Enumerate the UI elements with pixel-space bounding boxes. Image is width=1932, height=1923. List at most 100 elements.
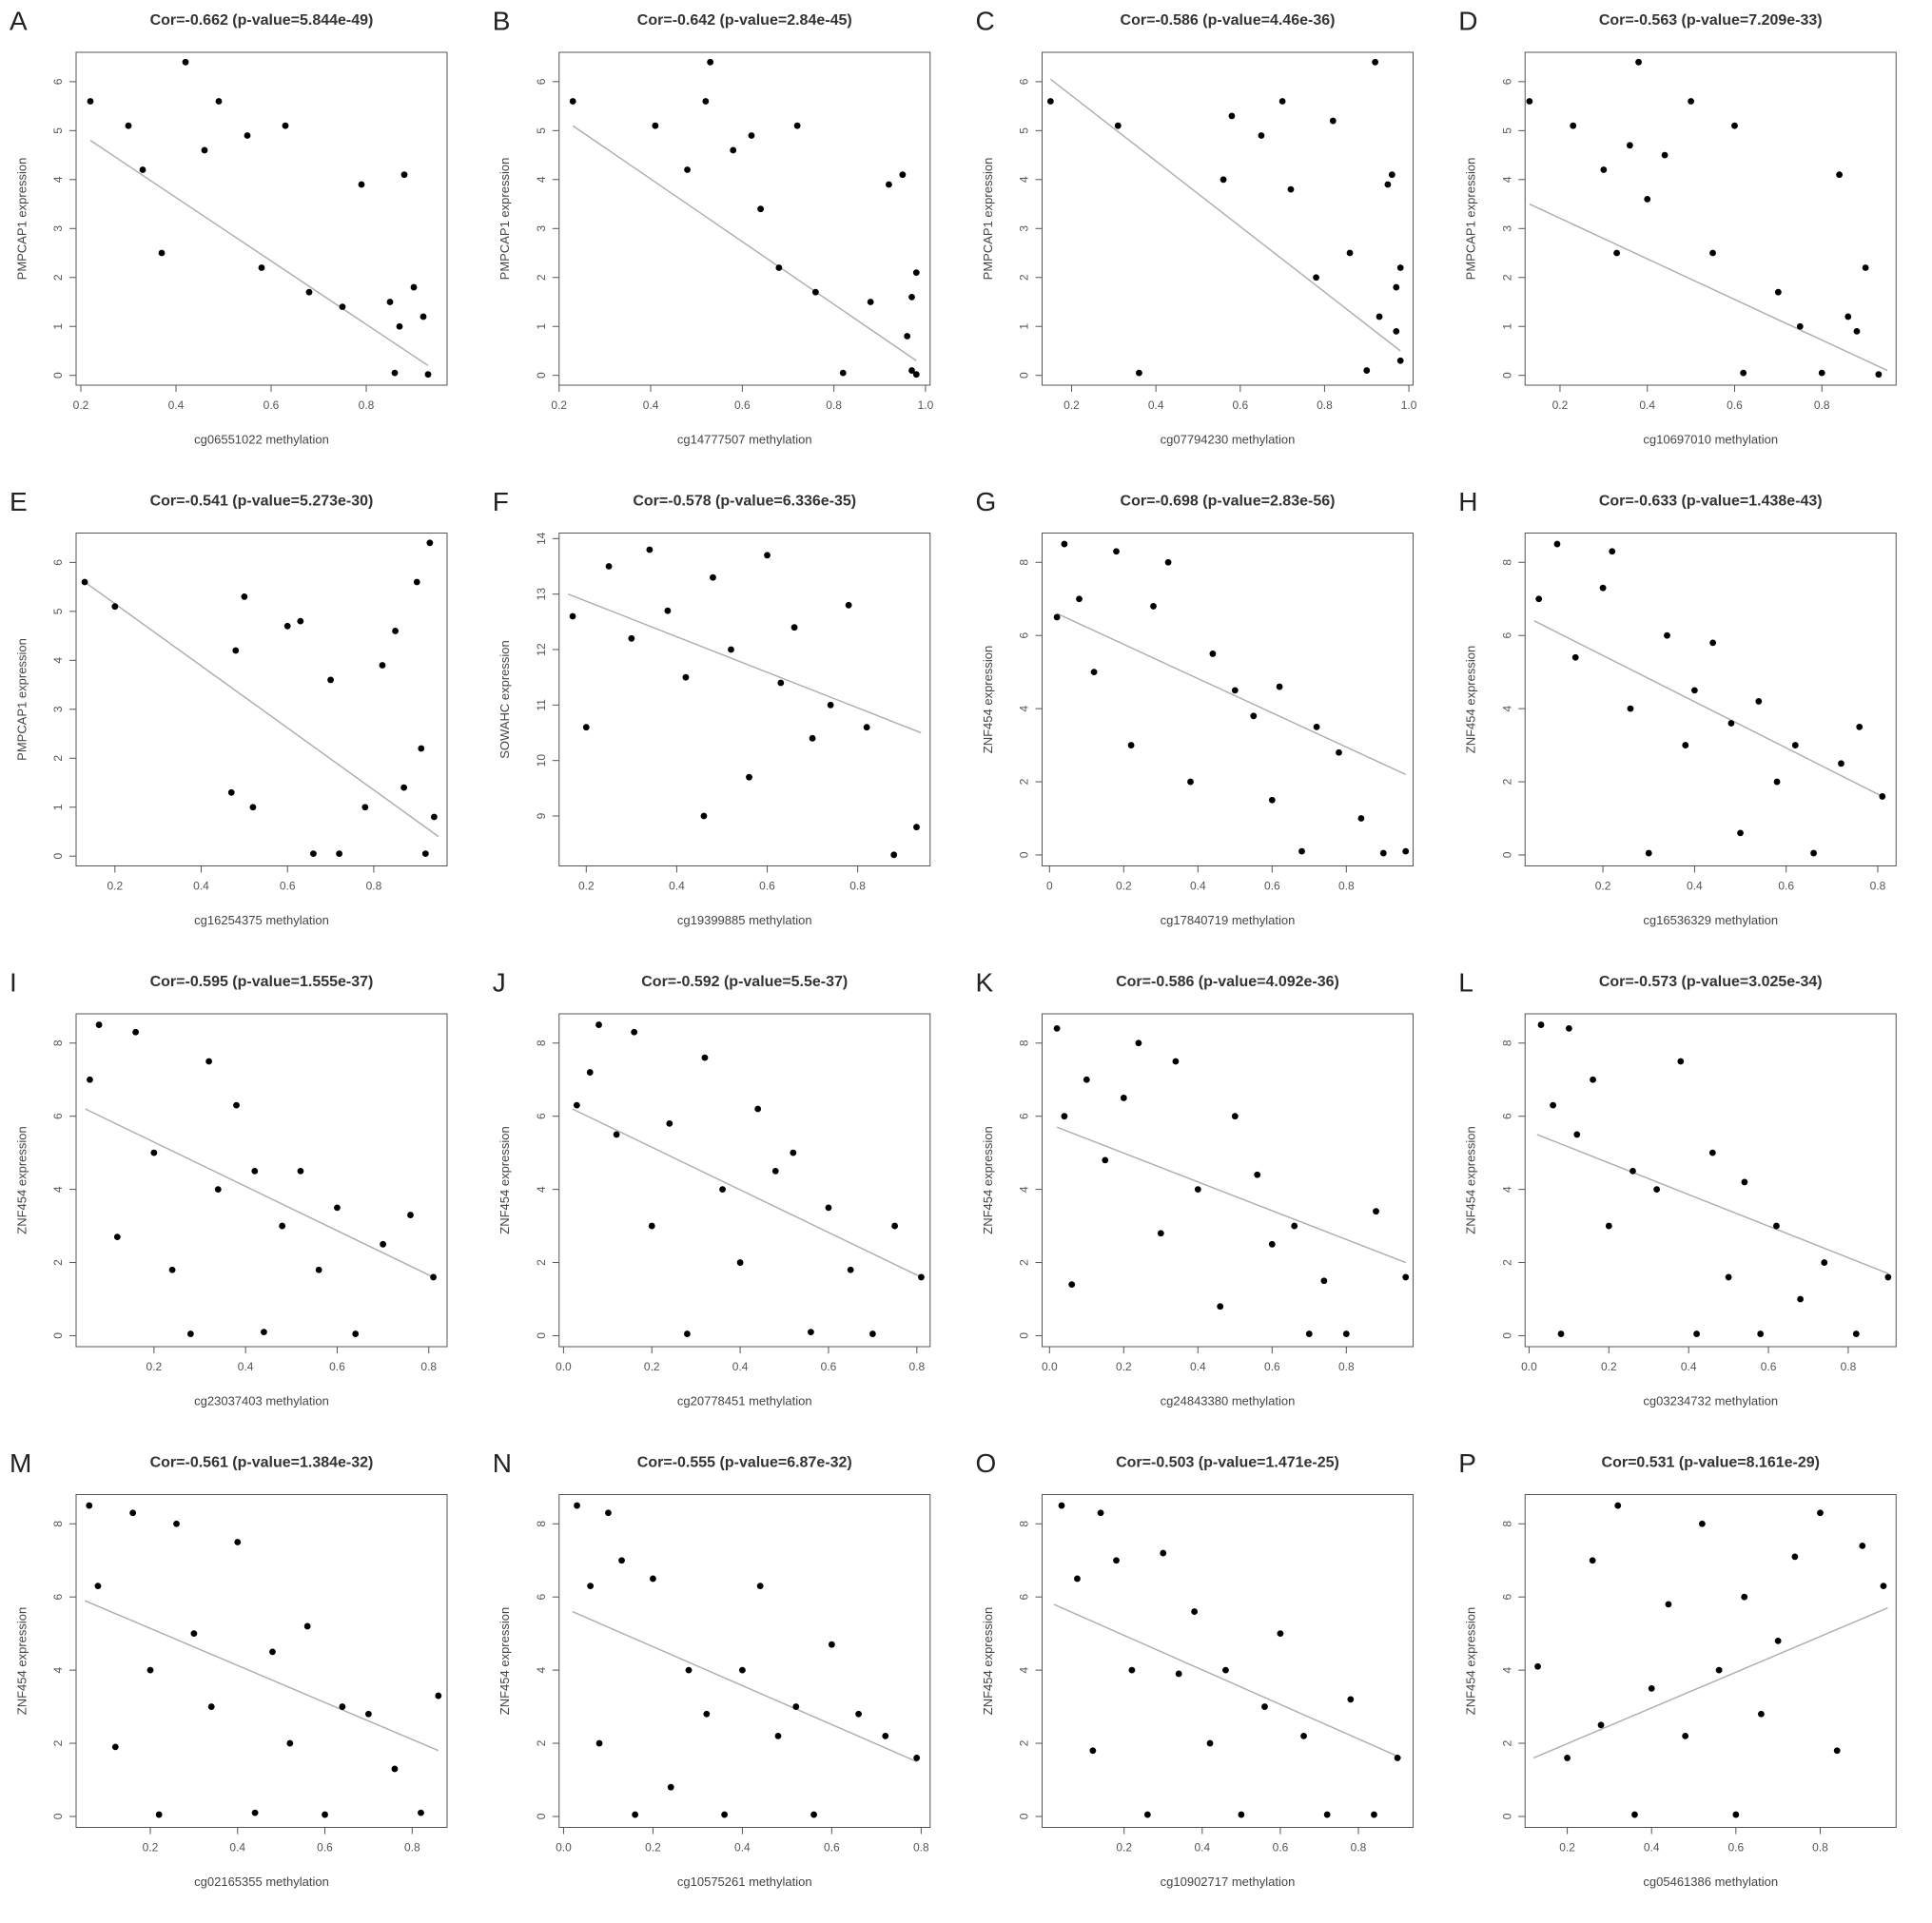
y-tick-label: 12 (535, 643, 548, 656)
point (1222, 1666, 1229, 1674)
point (1715, 1666, 1723, 1674)
point (1206, 1739, 1214, 1747)
panel-letter: A (10, 6, 28, 35)
point (1573, 1131, 1581, 1138)
point (1298, 847, 1305, 855)
point (339, 303, 346, 311)
point (1114, 122, 1122, 129)
point (190, 1630, 198, 1638)
x-tick-label: 0.2 (143, 1841, 159, 1855)
x-tick-label: 0.2 (1601, 1360, 1617, 1373)
point (1635, 58, 1642, 66)
point (868, 1331, 876, 1337)
x-tick-label: 0.8 (1338, 1360, 1355, 1373)
point (424, 371, 432, 379)
point (111, 1743, 119, 1751)
point (1379, 849, 1387, 857)
y-tick-label: 2 (535, 1259, 548, 1266)
point (790, 624, 798, 631)
point (1605, 1222, 1612, 1230)
point (146, 1666, 154, 1674)
point (305, 288, 313, 296)
plot-frame (558, 51, 931, 386)
x-axis-label: cg17840719 methylation (1161, 913, 1296, 927)
x-tick-label: 0.2 (1116, 1841, 1132, 1855)
point (86, 1502, 93, 1509)
x-tick-label: 1.0 (918, 398, 934, 412)
y-tick-label: 3 (51, 706, 65, 712)
point (719, 1186, 726, 1194)
x-tick-label: 0.2 (146, 1360, 163, 1373)
x-tick-label: 0.4 (1681, 1360, 1697, 1373)
point (1150, 603, 1157, 610)
x-tick-label: 0.6 (734, 398, 751, 412)
plot-frame (75, 1494, 448, 1828)
point (1305, 1331, 1313, 1337)
y-tick-label: 5 (51, 608, 65, 614)
point (334, 1204, 341, 1212)
point (186, 1331, 194, 1337)
y-tick-label: 2 (535, 274, 548, 281)
point (792, 1703, 800, 1710)
y-tick-label: 6 (1500, 632, 1513, 639)
y-tick-label: 0 (535, 1332, 548, 1339)
point (1597, 1721, 1605, 1729)
x-tick-label: 0.2 (644, 1360, 660, 1373)
x-tick-label: 0.8 (1317, 398, 1333, 412)
point (269, 1648, 276, 1656)
point (1797, 1295, 1805, 1303)
point (244, 132, 251, 139)
point (410, 283, 418, 291)
y-tick-label: 2 (1018, 778, 1031, 785)
point (828, 1641, 835, 1648)
trend-line (1536, 1134, 1889, 1274)
point (1810, 849, 1817, 857)
point (1737, 829, 1744, 837)
y-tick-label: 8 (1018, 1039, 1031, 1046)
y-tick-label: 3 (1018, 225, 1031, 232)
panel-letter: F (493, 487, 509, 516)
point (618, 1557, 625, 1564)
point (886, 181, 892, 188)
trend-line (572, 1108, 922, 1278)
x-tick-label: 0.4 (669, 880, 685, 893)
point (111, 603, 119, 611)
panel-letter: B (493, 6, 511, 35)
point (391, 369, 399, 377)
y-tick-label: 6 (535, 78, 548, 85)
x-tick-label: 0.2 (1595, 880, 1611, 893)
point (1384, 181, 1392, 188)
y-tick-label: 9 (535, 812, 548, 819)
point (912, 269, 920, 277)
y-tick-label: 4 (1500, 176, 1513, 183)
point (358, 181, 365, 188)
point (1698, 1520, 1706, 1527)
y-tick-label: 11 (535, 699, 548, 711)
y-tick-label: 8 (1500, 1521, 1513, 1527)
point (1076, 595, 1083, 603)
y-axis-label: PMPCAP1 expression (14, 158, 29, 281)
point (1600, 166, 1608, 173)
point (1838, 760, 1844, 767)
point (139, 166, 146, 173)
point (1773, 778, 1781, 786)
x-axis-label: cg14777507 methylation (677, 432, 812, 446)
x-axis-label: cg07794230 methylation (1161, 432, 1296, 446)
point (1796, 322, 1804, 330)
x-tick-label: 0.2 (1116, 880, 1132, 893)
point (1875, 371, 1883, 379)
point (1396, 357, 1404, 364)
point (251, 1167, 259, 1175)
point (1631, 1811, 1638, 1818)
x-axis-label: cg10575261 methylation (677, 1874, 812, 1889)
point (908, 293, 915, 301)
point (703, 1710, 711, 1718)
point (297, 1167, 304, 1175)
point (1609, 548, 1616, 555)
x-tick-label: 0.8 (1870, 880, 1886, 893)
point (628, 634, 635, 642)
point (1113, 1557, 1120, 1564)
point (396, 322, 403, 330)
x-tick-label: 0.0 (556, 1841, 572, 1855)
y-tick-label: 2 (535, 1739, 548, 1746)
